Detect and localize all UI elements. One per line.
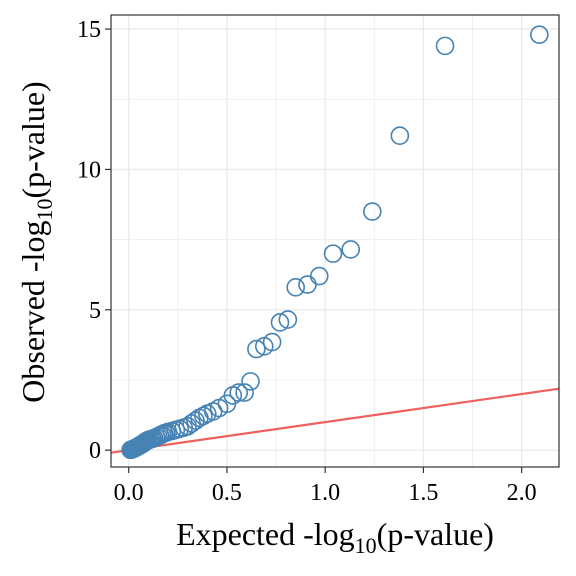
- data-point: [390, 126, 410, 146]
- reference-line: [110, 387, 560, 454]
- x-axis-ticks: 0.0 0.5 1.0 1.5 2.0: [114, 467, 537, 506]
- reference-line-group: [110, 387, 560, 454]
- data-point: [286, 278, 306, 297]
- data-point: [270, 313, 290, 332]
- data-point: [262, 332, 282, 352]
- data-point: [278, 310, 298, 329]
- x-tick-label: 2.0: [507, 480, 537, 506]
- y-tick-label: 15: [77, 17, 101, 43]
- data-point: [241, 372, 260, 391]
- y-axis-title: Observed -log10(p-value): [15, 81, 57, 402]
- data-point: [309, 266, 329, 286]
- x-axis-title: Expected -log10(p-value): [176, 516, 494, 558]
- data-point: [247, 339, 266, 359]
- data-point: [229, 383, 249, 402]
- data-point: [341, 240, 361, 259]
- y-tick-label: 10: [77, 157, 101, 183]
- x-tick-label: 0.5: [212, 480, 242, 506]
- data-point: [235, 383, 254, 402]
- data-point: [323, 244, 343, 263]
- grid-lines: [111, 15, 559, 467]
- data-point: [363, 202, 382, 221]
- x-tick-label: 0.0: [114, 480, 144, 506]
- x-tick-label: 1.5: [408, 480, 438, 506]
- x-tick-label: 1.0: [310, 480, 340, 506]
- data-point: [194, 406, 213, 426]
- y-tick-label: 5: [89, 298, 101, 324]
- data-point: [435, 36, 455, 56]
- y-tick-label: 0: [89, 438, 101, 464]
- data-point: [530, 25, 549, 44]
- data-points: [121, 25, 549, 460]
- y-axis-ticks: 0 5 10 15: [77, 17, 111, 464]
- panel-border: [110, 14, 560, 468]
